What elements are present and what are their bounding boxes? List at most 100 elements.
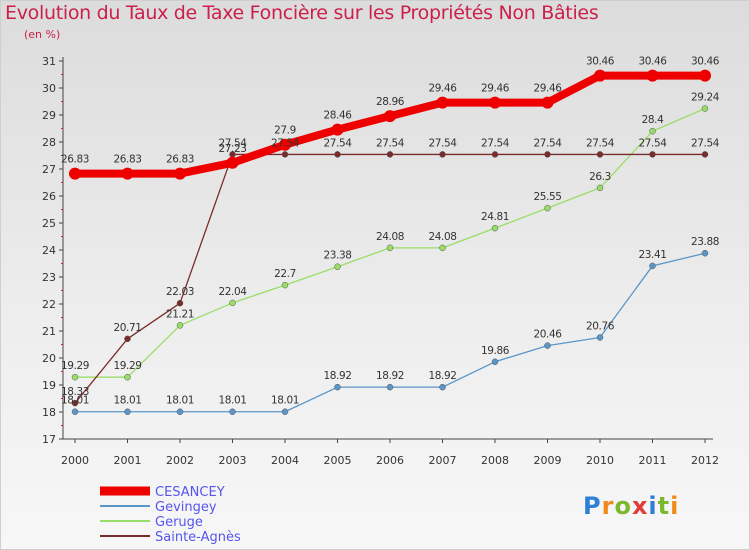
data-point bbox=[71, 399, 79, 407]
data-point bbox=[701, 151, 709, 158]
data-label: 20.46 bbox=[533, 329, 562, 341]
data-point bbox=[544, 342, 551, 349]
data-label: 18.33 bbox=[61, 386, 89, 398]
data-label: 29.24 bbox=[691, 92, 720, 104]
data-point bbox=[491, 224, 499, 232]
y-tick-label: 28 bbox=[42, 136, 56, 149]
x-tick-label: 2009 bbox=[534, 454, 562, 467]
data-label: 27.23 bbox=[218, 143, 246, 155]
x-tick-label: 2010 bbox=[586, 454, 614, 467]
data-point bbox=[436, 96, 449, 109]
data-label: 22.03 bbox=[166, 286, 194, 298]
data-label: 20.76 bbox=[586, 320, 615, 332]
y-tick-label: 25 bbox=[42, 217, 56, 230]
data-point bbox=[331, 123, 344, 136]
x-tick-label: 2006 bbox=[376, 454, 404, 467]
data-label: 26.83 bbox=[61, 154, 89, 166]
data-point bbox=[541, 96, 554, 109]
data-label: 21.21 bbox=[166, 308, 194, 320]
data-label: 27.54 bbox=[691, 137, 720, 149]
y-tick-label: 21 bbox=[42, 325, 56, 338]
y-axis-unit: (en %) bbox=[24, 28, 61, 41]
x-tick-label: 2011 bbox=[639, 454, 667, 467]
y-tick-label: 26 bbox=[42, 190, 56, 203]
data-point bbox=[491, 151, 499, 158]
data-label: 23.41 bbox=[638, 249, 666, 261]
data-point bbox=[649, 262, 656, 270]
data-point bbox=[121, 167, 134, 180]
data-label: 18.01 bbox=[113, 395, 141, 407]
data-point bbox=[386, 244, 394, 252]
data-label: 27.54 bbox=[323, 137, 352, 149]
data-label: 27.54 bbox=[533, 137, 562, 149]
data-point bbox=[491, 358, 499, 366]
data-label: 22.7 bbox=[274, 268, 296, 280]
proxiti-logo: Proxiti bbox=[583, 492, 680, 520]
data-point bbox=[384, 110, 396, 123]
data-point bbox=[649, 151, 656, 158]
data-point bbox=[124, 335, 131, 343]
data-point bbox=[699, 69, 711, 82]
data-point bbox=[439, 383, 446, 391]
data-label: 19.29 bbox=[61, 360, 89, 372]
x-tick-label: 2012 bbox=[691, 454, 719, 467]
data-label: 18.92 bbox=[376, 370, 404, 382]
data-point bbox=[229, 408, 236, 415]
data-point bbox=[386, 151, 394, 158]
x-tick-label: 2002 bbox=[166, 454, 194, 467]
data-point bbox=[386, 383, 394, 391]
x-tick-label: 2003 bbox=[219, 454, 247, 467]
data-label: 26.3 bbox=[589, 171, 611, 183]
data-label: 18.01 bbox=[61, 395, 89, 407]
data-point bbox=[174, 167, 186, 180]
legend-label: Sainte-Agnès bbox=[155, 530, 241, 545]
y-tick-label: 23 bbox=[42, 271, 56, 284]
data-point bbox=[279, 138, 291, 151]
y-tick-label: 31 bbox=[42, 55, 56, 68]
data-point bbox=[596, 184, 604, 192]
data-point bbox=[124, 373, 131, 381]
data-label: 27.54 bbox=[428, 137, 457, 149]
y-tick-label: 27 bbox=[42, 163, 56, 176]
data-point bbox=[334, 151, 341, 158]
series-line bbox=[74, 153, 705, 404]
data-label: 18.01 bbox=[166, 395, 194, 407]
legend-label: Gevingey bbox=[155, 500, 217, 515]
y-tick-label: 18 bbox=[42, 406, 56, 419]
data-label: 24.08 bbox=[428, 231, 456, 243]
data-label: 26.83 bbox=[166, 154, 194, 166]
data-point bbox=[701, 249, 709, 257]
y-tick-label: 17 bbox=[42, 433, 56, 446]
data-label: 19.86 bbox=[481, 345, 510, 357]
data-label: 28.96 bbox=[376, 96, 405, 108]
data-label: 28.46 bbox=[323, 110, 352, 122]
data-label: 23.88 bbox=[691, 236, 719, 248]
data-point bbox=[649, 127, 656, 135]
data-point bbox=[124, 408, 131, 415]
data-label: 18.01 bbox=[271, 395, 299, 407]
data-label: 29.46 bbox=[428, 83, 457, 95]
data-label: 19.29 bbox=[113, 360, 141, 372]
data-label: 22.04 bbox=[218, 286, 247, 298]
data-point bbox=[594, 69, 606, 82]
y-tick-label: 20 bbox=[42, 352, 56, 365]
data-label: 25.55 bbox=[533, 191, 561, 203]
data-point bbox=[544, 204, 551, 212]
x-tick-label: 2000 bbox=[61, 454, 89, 467]
y-tick-label: 22 bbox=[42, 298, 56, 311]
legend-label: CESANCEY bbox=[155, 485, 225, 500]
data-label: 27.54 bbox=[638, 137, 667, 149]
y-tick-label: 19 bbox=[42, 379, 56, 392]
data-label: 30.46 bbox=[691, 56, 720, 68]
data-point bbox=[334, 383, 341, 391]
data-label: 24.08 bbox=[376, 231, 404, 243]
x-tick-label: 2008 bbox=[481, 454, 509, 467]
data-label: 23.38 bbox=[323, 250, 351, 262]
data-point bbox=[229, 299, 236, 307]
data-label: 30.46 bbox=[586, 56, 615, 68]
data-label: 20.71 bbox=[113, 322, 141, 334]
data-point bbox=[701, 105, 709, 112]
data-label: 27.54 bbox=[481, 137, 510, 149]
data-label: 27.54 bbox=[218, 137, 247, 149]
